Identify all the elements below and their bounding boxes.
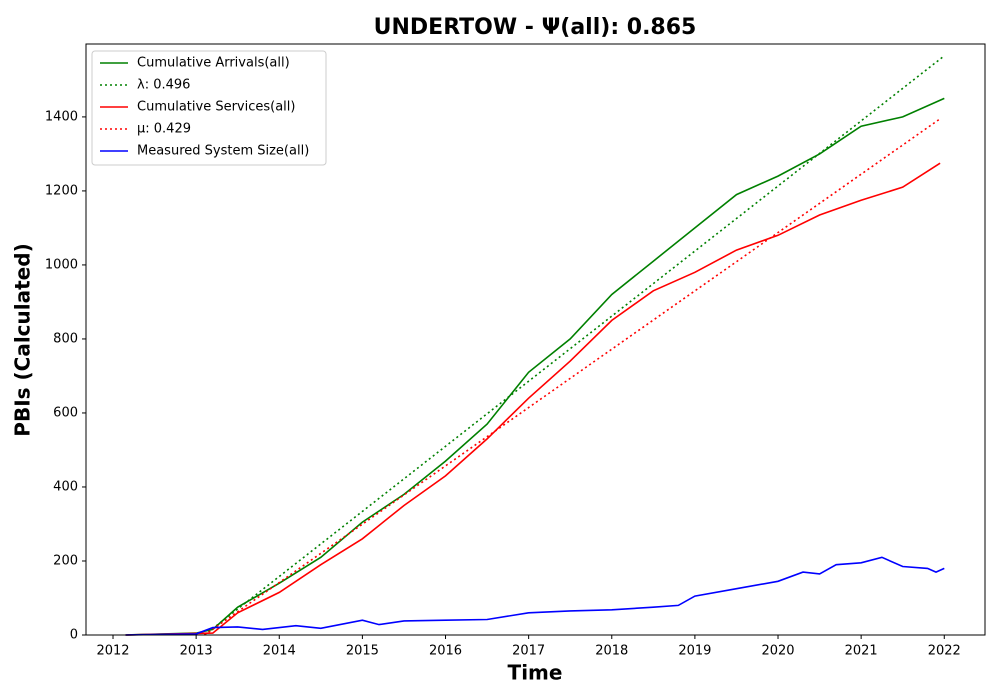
x-tick-label: 2016 xyxy=(429,644,462,659)
y-tick-label: 0 xyxy=(70,628,78,643)
x-tick-label: 2014 xyxy=(263,644,296,659)
x-tick-label: 2012 xyxy=(96,644,129,659)
x-tick-label: 2013 xyxy=(180,644,213,659)
x-tick-label: 2019 xyxy=(678,644,711,659)
y-tick-label: 800 xyxy=(53,331,78,346)
legend-label: λ: 0.496 xyxy=(137,78,190,93)
plot-frame xyxy=(85,43,986,636)
x-tick-label: 2018 xyxy=(595,644,628,659)
x-tick-label: 2017 xyxy=(512,644,545,659)
legend-label: Measured System Size(all) xyxy=(137,144,309,159)
x-tick-label: 2020 xyxy=(761,644,794,659)
y-axis-label: PBIs (Calculated) xyxy=(11,243,35,436)
x-axis-label: Time xyxy=(508,661,563,685)
y-tick-label: 1400 xyxy=(45,109,78,124)
y-tick-label: 1200 xyxy=(45,183,78,198)
series-line xyxy=(125,556,945,636)
legend-box xyxy=(91,50,327,166)
legend-label: Cumulative Arrivals(all) xyxy=(137,56,290,71)
y-tick-label: 1000 xyxy=(45,257,78,272)
x-tick-label: 2015 xyxy=(346,644,379,659)
legend-label: μ: 0.429 xyxy=(137,122,191,137)
chart-title: UNDERTOW - Ψ(all): 0.865 xyxy=(374,15,697,40)
series-line xyxy=(125,162,941,636)
y-tick-label: 200 xyxy=(53,553,78,568)
x-tick-label: 2022 xyxy=(928,644,961,659)
x-tick-label: 2021 xyxy=(845,644,878,659)
y-tick-label: 400 xyxy=(53,479,78,494)
series-line xyxy=(204,118,941,636)
y-tick-label: 600 xyxy=(53,405,78,420)
series-line xyxy=(204,55,945,636)
series-line xyxy=(125,97,945,636)
legend-label: Cumulative Services(all) xyxy=(137,100,295,115)
